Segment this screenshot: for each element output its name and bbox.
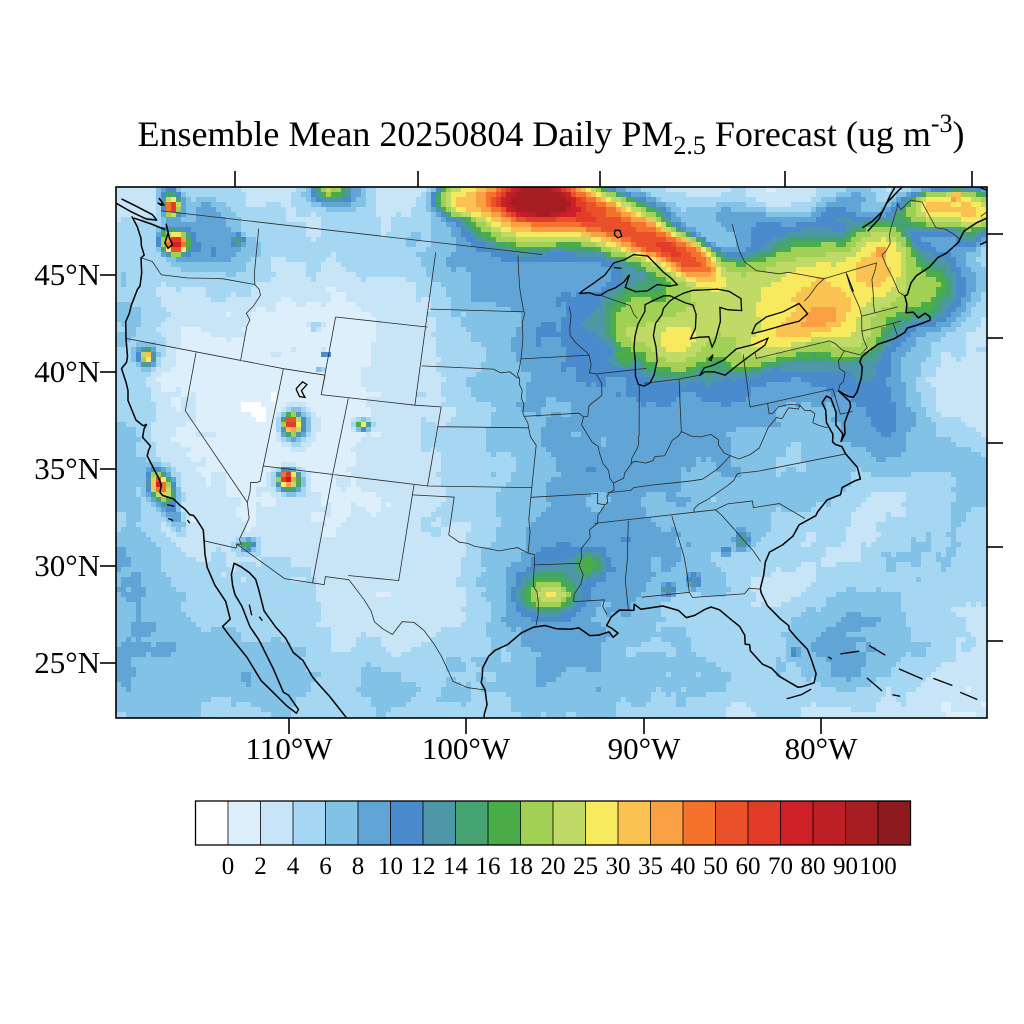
svg-text:25°N: 25°N [34,645,100,680]
svg-text:30°N: 30°N [34,548,100,583]
svg-text:90°W: 90°W [608,731,681,766]
svg-text:60: 60 [736,853,761,880]
svg-text:2: 2 [254,853,267,880]
svg-text:18: 18 [508,853,533,880]
svg-text:70: 70 [768,853,793,880]
svg-text:100°W: 100°W [422,731,511,766]
svg-text:110°W: 110°W [245,731,333,766]
svg-text:30: 30 [606,853,631,880]
svg-text:40°N: 40°N [34,354,100,389]
svg-text:8: 8 [352,853,365,880]
svg-text:Ensemble Mean 20250804 Daily P: Ensemble Mean 20250804 Daily PM2.5 Forec… [137,109,964,160]
svg-text:50: 50 [703,853,728,880]
svg-text:35°N: 35°N [34,451,100,486]
svg-text:80: 80 [801,853,826,880]
svg-text:45°N: 45°N [34,257,100,292]
svg-text:90: 90 [833,853,858,880]
svg-text:6: 6 [319,853,332,880]
svg-text:40: 40 [671,853,696,880]
svg-text:4: 4 [287,853,300,880]
svg-text:80°W: 80°W [785,731,858,766]
svg-text:10: 10 [378,853,403,880]
svg-text:100: 100 [859,853,897,880]
svg-text:35: 35 [638,853,663,880]
svg-text:12: 12 [411,853,436,880]
svg-text:20: 20 [541,853,566,880]
svg-text:14: 14 [443,853,469,880]
svg-text:25: 25 [573,853,598,880]
svg-text:16: 16 [476,853,501,880]
svg-text:0: 0 [222,853,235,880]
